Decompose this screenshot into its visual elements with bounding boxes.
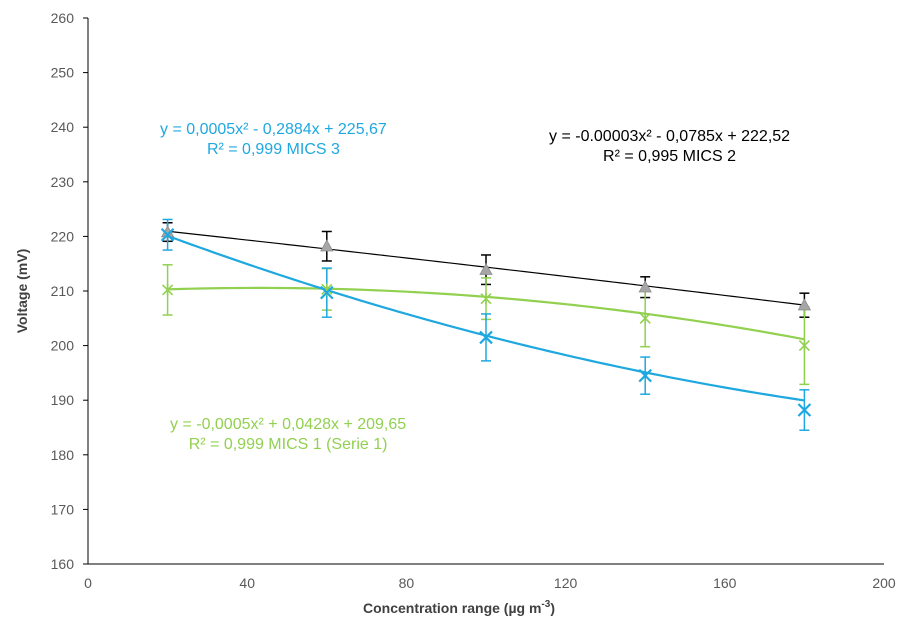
annotation-mics1: y = -0,0005x² + 0,0428x + 209,65 R² = 0,… [170, 415, 406, 455]
r2-mics2: R² = 0,995 MICS 2 [603, 148, 736, 165]
marker-stroke [638, 368, 652, 383]
data-point-mics-3 [638, 368, 652, 383]
y-axis-title: Voltage (mV) [14, 249, 30, 334]
data-point-mics-2 [797, 298, 812, 311]
annotation-mics3: y = 0,0005x² - 0,2884x + 225,67 R² = 0,9… [160, 120, 387, 160]
data-point-mics-1-serie-1 [480, 292, 492, 305]
equation-mics1: y = -0,0005x² + 0,0428x + 209,65 [170, 416, 407, 433]
x-axis-title: Concentration range (µg m-3) [363, 599, 555, 616]
data-point-mics-3 [797, 403, 812, 417]
y-tick-label: 240 [51, 119, 75, 135]
annotation-mics2: y = -0.00003x² - 0,0785x + 222,52 R² = 0… [549, 127, 790, 167]
data-point-mics-3 [479, 330, 493, 345]
y-tick-labels: 160 170 180 190 200 210 220 230 240 250 260 [51, 10, 88, 572]
y-tick-label: 220 [51, 228, 75, 244]
y-tick-label: 210 [51, 283, 75, 299]
y-tick-label: 160 [51, 556, 75, 572]
data-point-mics-3 [160, 227, 175, 242]
marker-stroke [479, 330, 493, 345]
y-tick-label: 200 [51, 338, 75, 354]
marker-stroke [797, 403, 812, 417]
data-point-mics-1-serie-1 [162, 283, 174, 296]
y-tick-label: 190 [51, 392, 75, 408]
y-tick-label: 170 [51, 501, 75, 517]
data-point-mics-3 [320, 285, 334, 300]
data-point-mics-1-serie-1 [639, 312, 651, 325]
x-tick-label: 200 [872, 575, 896, 591]
data-point-mics-2 [638, 280, 652, 293]
x-tick-labels: 0 40 80 120 160 200 [84, 575, 896, 591]
data-markers [160, 225, 812, 417]
equation-mics2: y = -0.00003x² - 0,0785x + 222,52 [549, 128, 791, 145]
equation-mics3: y = 0,0005x² - 0,2884x + 225,67 [160, 121, 387, 138]
y-tick-label: 260 [51, 10, 75, 26]
marker-stroke [320, 285, 334, 300]
y-tick-label: 230 [51, 174, 75, 190]
y-tick-label: 180 [51, 447, 75, 463]
error-bars [162, 218, 810, 431]
x-tick-label: 0 [84, 575, 92, 591]
x-tick-label: 120 [554, 575, 578, 591]
r2-mics1: R² = 0,999 MICS 1 (Serie 1) [188, 436, 388, 453]
x-tick-label: 80 [399, 575, 415, 591]
data-point-mics-2 [479, 262, 493, 275]
data-point-mics-2 [320, 239, 334, 252]
data-point-mics-1-serie-1 [798, 339, 810, 352]
x-tick-label: 160 [713, 575, 737, 591]
r2-mics3: R² = 0,999 MICS 3 [206, 141, 340, 158]
marker-stroke [160, 227, 175, 242]
y-tick-label: 250 [51, 65, 75, 81]
x-tick-label: 40 [239, 575, 255, 591]
